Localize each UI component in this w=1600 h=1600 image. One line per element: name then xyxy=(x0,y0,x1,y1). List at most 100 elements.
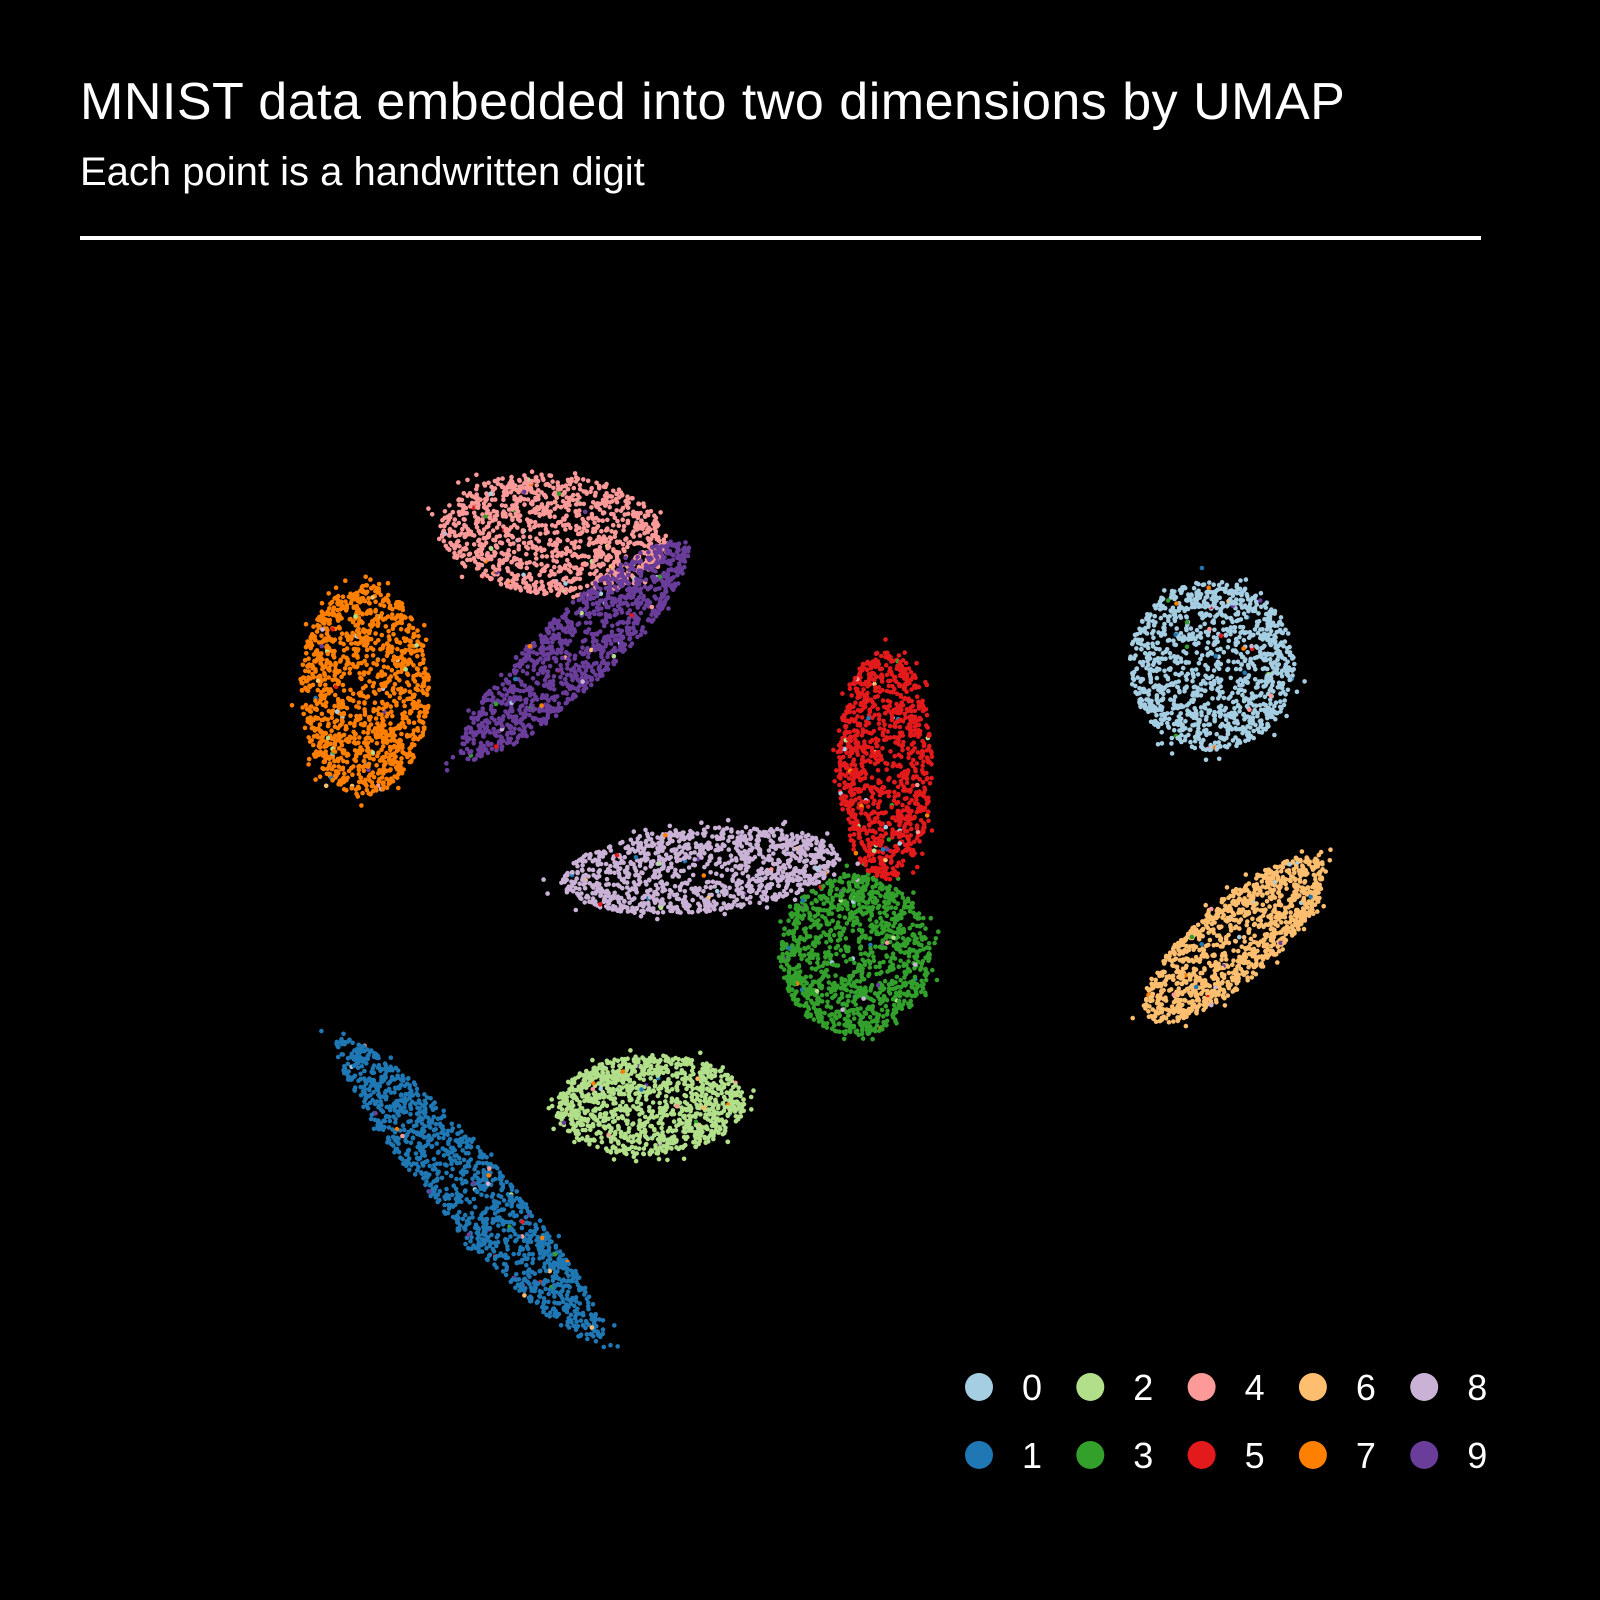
point-digit-2 xyxy=(703,1092,709,1098)
point-digit-2 xyxy=(551,1126,556,1132)
point-digit-2 xyxy=(637,1076,643,1081)
point-digit-1 xyxy=(469,1210,475,1216)
point-digit-3 xyxy=(827,891,833,897)
point-digit-3 xyxy=(865,877,871,883)
point-digit-0 xyxy=(1178,615,1184,620)
point-digit-1 xyxy=(407,1167,412,1173)
point-digit-2 xyxy=(658,1057,663,1063)
point-digit-1 xyxy=(437,1161,443,1166)
point-digit-1 xyxy=(581,1286,586,1291)
point-digit-2 xyxy=(577,1099,582,1105)
point-digit-0 xyxy=(1248,656,1253,662)
point-digit-0 xyxy=(1284,713,1289,719)
point-digit-0 xyxy=(1268,701,1273,707)
point-digit-3 xyxy=(923,967,928,973)
point-digit-0 xyxy=(1285,687,1291,693)
point-digit-1 xyxy=(460,1181,465,1186)
point-digit-3 xyxy=(842,898,848,904)
point-digit-1 xyxy=(519,1259,524,1264)
point-digit-1 xyxy=(457,1160,463,1165)
point-digit-0 xyxy=(1166,667,1172,672)
point-digit-0 xyxy=(1151,651,1156,656)
point-digit-0 xyxy=(1258,652,1263,658)
point-digit-3 xyxy=(817,1012,822,1017)
point-digit-3 xyxy=(890,951,896,956)
point-digit-1 xyxy=(351,1054,356,1060)
point-digit-2 xyxy=(660,1106,666,1112)
point-digit-3 xyxy=(835,983,840,989)
point-digit-3 xyxy=(827,936,833,942)
point-digit-0 xyxy=(1146,688,1152,693)
point-digit-2 xyxy=(656,1156,662,1162)
point-digit-3 xyxy=(778,959,784,964)
point-digit-1 xyxy=(489,1232,494,1238)
point-digit-2 xyxy=(590,1114,595,1119)
point-digit-1 xyxy=(387,1079,393,1085)
point-digit-1 xyxy=(568,1312,574,1318)
point-digit-0 xyxy=(1169,741,1174,746)
point-digit-0 xyxy=(1212,641,1218,647)
point-digit-2 xyxy=(684,1120,689,1126)
point-digit-0 xyxy=(1234,597,1239,602)
point-digit-0 xyxy=(1243,614,1249,620)
point-digit-1 xyxy=(419,1129,425,1134)
point-digit-3 xyxy=(834,886,840,892)
point-digit-1 xyxy=(455,1220,460,1225)
point-digit-0 xyxy=(1253,694,1259,699)
point-digit-0 xyxy=(1203,629,1209,635)
point-digit-0 xyxy=(1177,587,1183,593)
point-digit-0 xyxy=(1211,668,1217,673)
point-digit-3 xyxy=(874,929,879,934)
point-digit-3 xyxy=(879,969,884,975)
point-digit-3 xyxy=(808,974,813,979)
point-digit-2 xyxy=(622,1091,627,1097)
point-digit-3 xyxy=(867,1014,873,1020)
point-digit-0 xyxy=(1302,679,1307,684)
point-digit-0 xyxy=(1192,745,1198,751)
point-digit-0 xyxy=(1235,679,1241,684)
point-digit-1 xyxy=(416,1110,422,1115)
point-digit-2 xyxy=(607,1129,613,1135)
point-digit-1 xyxy=(428,1096,433,1101)
point-digit-3 xyxy=(870,1008,875,1014)
point-digit-3 xyxy=(805,995,810,1001)
point-digit-3 xyxy=(898,958,903,964)
point-digit-2 xyxy=(652,1078,658,1084)
point-digit-1 xyxy=(478,1243,484,1248)
point-digit-0 xyxy=(1159,730,1164,735)
point-digit-0 xyxy=(1131,677,1137,683)
point-digit-1 xyxy=(464,1179,469,1185)
point-digit-3 xyxy=(870,884,875,890)
point-digit-1 xyxy=(529,1233,534,1239)
point-digit-1 xyxy=(424,1171,430,1176)
point-digit-3 xyxy=(805,1004,811,1010)
chart-title: MNIST data embedded into two dimensions … xyxy=(80,73,1346,131)
point-digit-1 xyxy=(382,1061,388,1066)
point-digit-1 xyxy=(482,1238,487,1244)
point-digit-1 xyxy=(567,1284,572,1290)
point-digit-0 xyxy=(1272,669,1277,675)
point-digit-0 xyxy=(1220,689,1225,695)
point-digit-0 xyxy=(1147,698,1152,704)
point-digit-1 xyxy=(478,1186,484,1191)
point-digit-3 xyxy=(786,956,791,962)
point-digit-2 xyxy=(601,1118,606,1124)
point-digit-1 xyxy=(431,1156,437,1162)
point-digit-3 xyxy=(910,900,915,906)
point-digit-0 xyxy=(1218,703,1224,709)
point-digit-0 xyxy=(1215,696,1221,701)
point-digit-2 xyxy=(674,1104,680,1109)
point-digit-0 xyxy=(1172,596,1177,602)
point-digit-3 xyxy=(843,936,849,941)
point-digit-3 xyxy=(852,872,857,878)
point-digit-0 xyxy=(1240,730,1245,736)
point-digit-3 xyxy=(863,1011,869,1016)
point-digit-0 xyxy=(1127,656,1133,661)
point-digit-3 xyxy=(825,999,830,1005)
point-digit-1 xyxy=(408,1089,414,1095)
point-digit-2 xyxy=(592,1138,597,1143)
point-digit-3 xyxy=(914,923,920,929)
point-digit-3 xyxy=(876,903,882,909)
point-digit-3 xyxy=(893,1019,898,1024)
